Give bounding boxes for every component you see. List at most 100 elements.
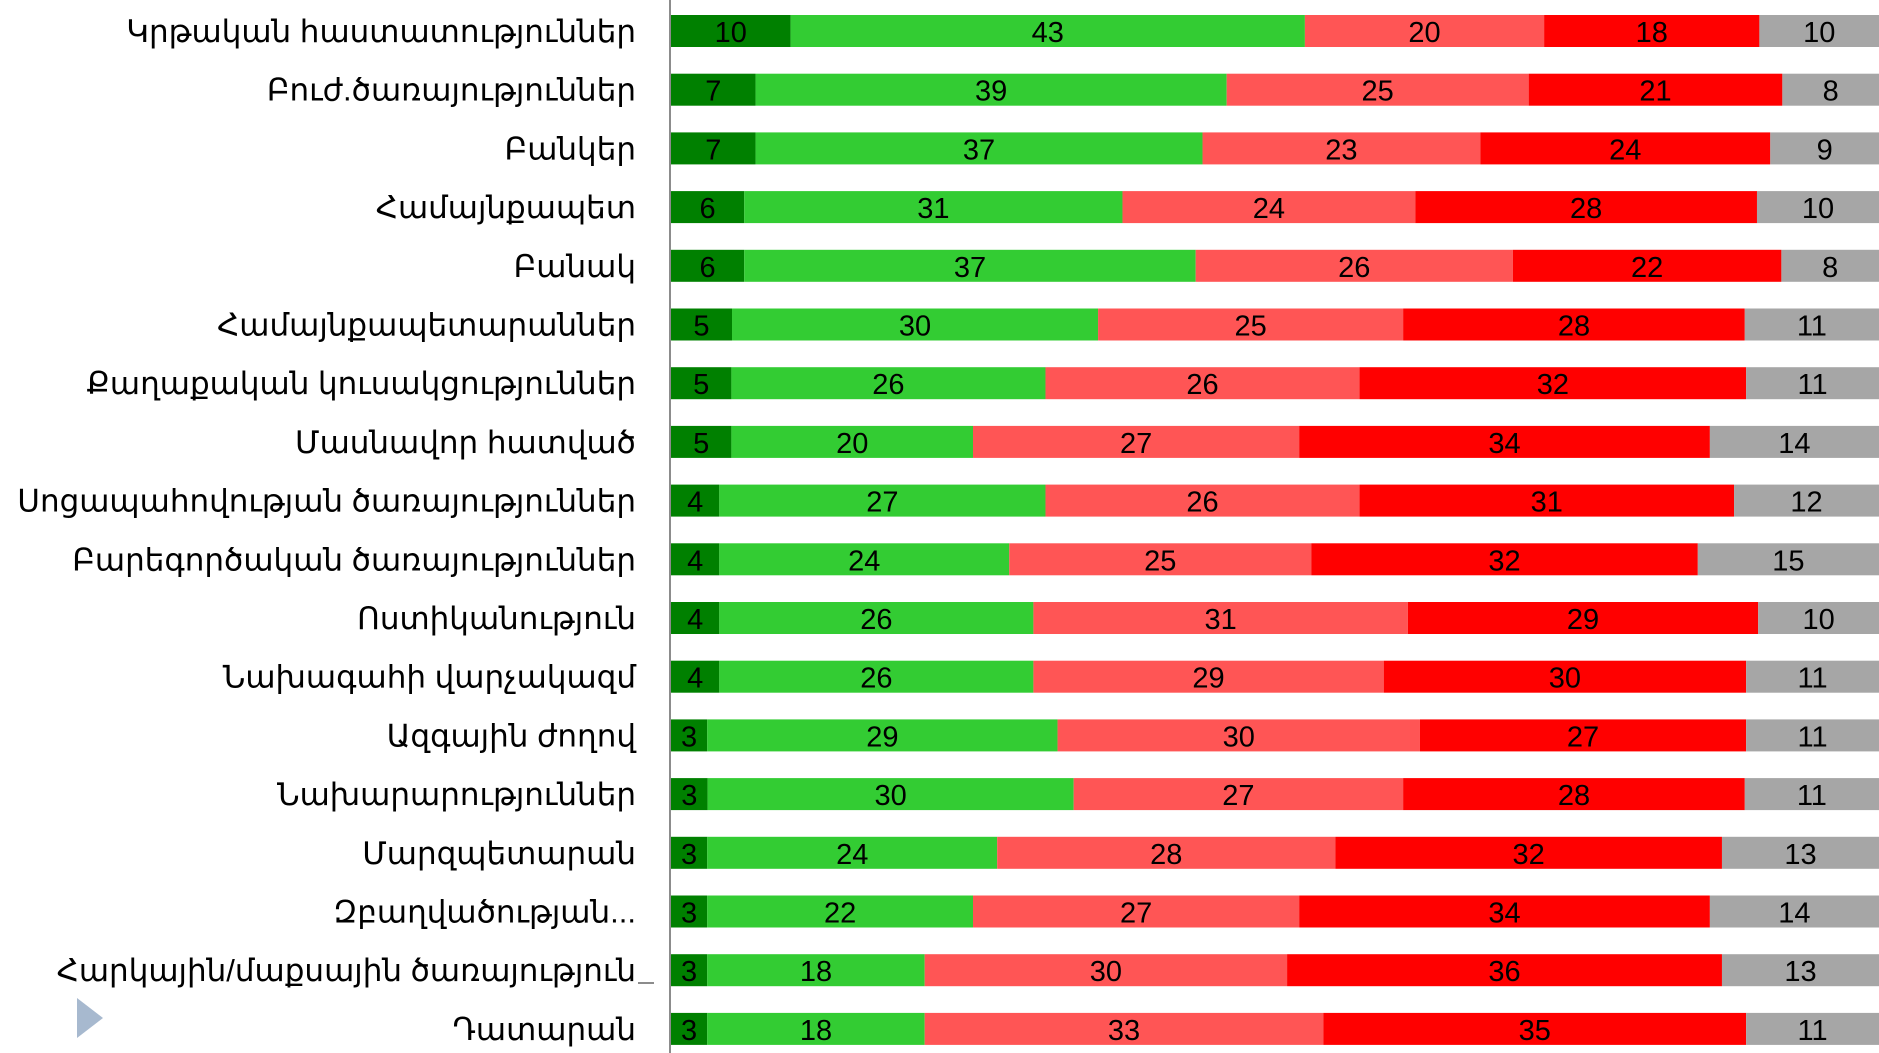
data-label: 13 [1784,956,1816,988]
data-label: 24 [1609,134,1641,166]
bar-segment [1746,367,1879,400]
bar-segment [1403,308,1745,341]
bar-segment [671,1012,708,1045]
data-label: 27 [1567,721,1599,753]
bar-segment [671,132,756,165]
data-label: 11 [1798,369,1828,401]
bar-segment [1744,308,1879,341]
data-label: 24 [848,545,880,577]
bar-segment [1512,249,1782,282]
bar-segment [1415,191,1757,224]
bar-segment [1721,836,1879,869]
data-label: 20 [1408,17,1440,49]
bar-segment [1734,484,1879,517]
category-label: Զբաղվածության... [333,895,636,930]
bar-segment [671,660,720,693]
data-label: 34 [1488,428,1520,460]
data-label: 21 [1639,76,1671,108]
data-label: 10 [1802,193,1834,225]
bar-segment [671,73,756,106]
data-label: 11 [1797,311,1827,343]
data-label: 25 [1234,311,1266,343]
data-label: 11 [1798,1015,1828,1047]
data-label: 3 [681,839,697,871]
bar-segment [1009,543,1312,576]
bar-segment [1759,15,1879,47]
bar-segment [1033,602,1408,634]
bar-segment [755,132,1203,165]
data-label: 24 [836,839,868,871]
data-label: 30 [1549,663,1581,695]
data-label: 25 [1144,545,1176,577]
bar-segment [671,778,708,811]
bar-segment [719,484,1046,517]
category-label: Սոցապահովության ծառայություններ [17,484,636,519]
data-label: 3 [681,780,697,812]
bar-segment [671,15,791,47]
data-label: 3 [681,956,697,988]
data-label: 14 [1778,898,1810,930]
data-label: 15 [1772,545,1804,577]
data-label: 28 [1558,780,1590,812]
bar-segment [1304,15,1545,47]
data-label: 30 [875,780,907,812]
bar-segment [1419,719,1747,752]
bar-segment [1782,73,1879,106]
data-label: 32 [1537,369,1569,401]
data-label: 18 [800,1015,832,1047]
category-label: Կրթական հաստատություններ [126,14,636,49]
bar-segment [1299,425,1710,458]
data-label: 10 [1803,17,1835,49]
category-label: Ազգային ժողով [387,718,638,753]
category-label: Ոստիկանություն [357,601,636,636]
data-label: 31 [1205,604,1237,636]
bar-segment [744,191,1123,224]
bar-segment [1709,895,1879,928]
data-label: 4 [687,604,703,636]
bars: 10 43 20 18 107 39 25 21 87 37 23 24 96 31 24 28 106 37 26… [671,15,1879,1047]
data-label: 32 [1513,839,1545,871]
category-label: Քաղաքական կուսակցություններ [86,366,636,401]
data-label: 27 [866,487,898,519]
bar-segment [1057,719,1420,752]
data-label: 27 [1222,780,1254,812]
data-label: 13 [1784,839,1816,871]
bar-segment [997,836,1336,869]
bar-segment [1770,132,1879,165]
bar-segment [731,367,1046,400]
bar-segment [1528,73,1783,106]
bar-segment [707,719,1058,752]
bar-segment [719,602,1034,634]
bar-segment [924,954,1288,987]
data-label: 11 [1798,721,1828,753]
bar-segment [671,191,745,224]
data-label: 34 [1488,898,1520,930]
data-label: 10 [715,17,747,49]
category-label: Բանակ [514,249,636,284]
data-label: 18 [800,956,832,988]
data-label: 27 [1120,898,1152,930]
bar-segment [1226,73,1529,106]
data-label: 30 [1223,721,1255,753]
data-label: 36 [1488,956,1520,988]
category-label: Մասնավոր հատված [295,425,636,460]
data-label: 25 [1362,76,1394,108]
bar-segment [1697,543,1879,576]
data-label: 8 [1822,252,1838,284]
data-label: 43 [1032,17,1064,49]
data-label: 37 [954,252,986,284]
category-label: Դատարան [453,1012,636,1047]
bar-segment [790,15,1305,47]
data-label: 7 [705,134,721,166]
bar-segment [1407,602,1759,634]
bar-segment [1311,543,1698,576]
data-label: 29 [866,721,898,753]
data-label: 26 [1186,369,1218,401]
bar-segment [671,484,720,517]
data-label: 5 [693,311,709,343]
bar-segment [1746,1012,1879,1045]
data-label: 3 [681,898,697,930]
triangle-right-icon[interactable] [77,998,103,1038]
category-labels: Կրթական հաստատություններ Բուժ.ծառայությու… [17,14,637,1047]
